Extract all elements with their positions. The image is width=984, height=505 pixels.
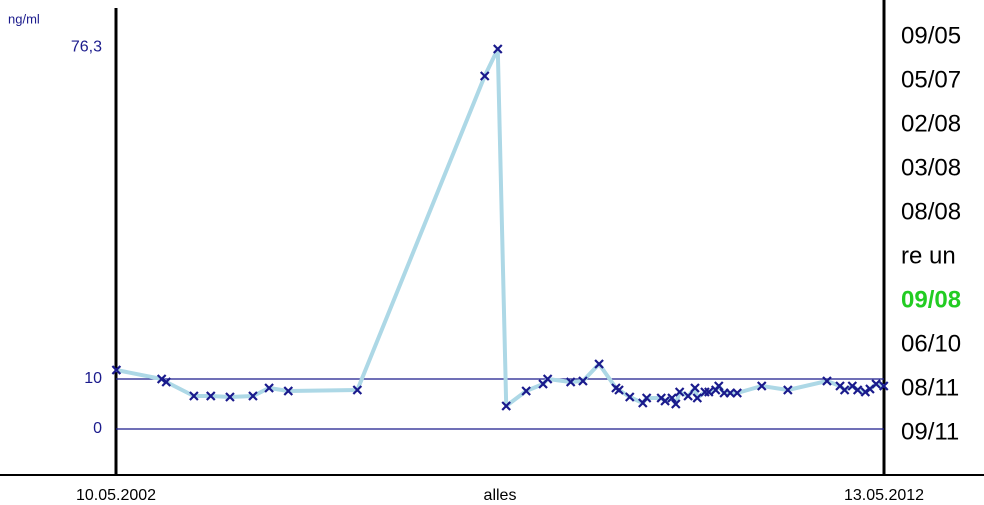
series-line: [115, 47, 885, 408]
data-marker: [624, 392, 635, 402]
data-marker: [671, 399, 681, 409]
data-marker: [704, 387, 714, 397]
data-marker: [667, 393, 677, 403]
data-marker: [594, 359, 604, 369]
y-unit: ng/ml: [8, 11, 40, 26]
x-tick-label: 13.05.2012: [844, 487, 924, 504]
data-marker: [283, 386, 294, 396]
data-marker: [565, 377, 576, 387]
x-range-label: alles: [484, 487, 517, 504]
data-marker: [690, 383, 700, 393]
data-marker: [352, 385, 363, 395]
side-list-item: 09/11: [901, 418, 959, 445]
data-marker: [578, 376, 588, 386]
x-tick-label: 10.05.2002: [76, 487, 156, 504]
data-marker: [614, 385, 624, 395]
data-marker: [479, 71, 490, 81]
data-marker: [783, 385, 793, 395]
data-marker: [225, 392, 235, 402]
data-marker: [860, 387, 871, 397]
y-max-label: 76,3: [71, 39, 102, 56]
y-tick-label: 0: [93, 420, 102, 437]
data-marker: [521, 386, 531, 396]
data-marker: [878, 381, 889, 391]
side-list-item: 02/08: [901, 110, 961, 137]
side-list-item: 09/05: [901, 22, 961, 49]
side-list-item: 05/07: [901, 66, 961, 93]
side-list-item: 08/11: [901, 374, 959, 401]
data-marker: [692, 393, 703, 403]
data-marker: [683, 391, 693, 401]
data-marker: [660, 396, 670, 406]
data-marker: [161, 377, 172, 387]
data-marker: [756, 381, 767, 391]
data-marker: [871, 379, 881, 389]
data-marker: [111, 365, 122, 375]
data-marker: [822, 376, 832, 386]
data-marker: [732, 388, 742, 398]
data-marker: [839, 385, 850, 395]
data-marker: [542, 374, 553, 384]
data-marker: [714, 381, 724, 391]
data-marker: [852, 385, 863, 395]
side-list-item: re un: [901, 242, 956, 269]
side-list-item: 09/08: [901, 286, 961, 313]
data-marker: [501, 401, 511, 411]
side-list-item: 03/08: [901, 154, 961, 181]
side-list-item: 06/10: [901, 330, 961, 357]
data-marker: [205, 391, 216, 401]
data-marker: [492, 44, 503, 54]
side-list-item: 08/08: [901, 198, 961, 225]
data-marker: [641, 393, 652, 403]
data-marker: [156, 374, 167, 384]
data-marker: [264, 383, 274, 393]
data-marker: [725, 388, 736, 398]
data-marker: [189, 391, 199, 401]
data-marker: [248, 391, 258, 401]
y-tick-label: 10: [84, 370, 102, 387]
data-marker: [674, 387, 685, 397]
